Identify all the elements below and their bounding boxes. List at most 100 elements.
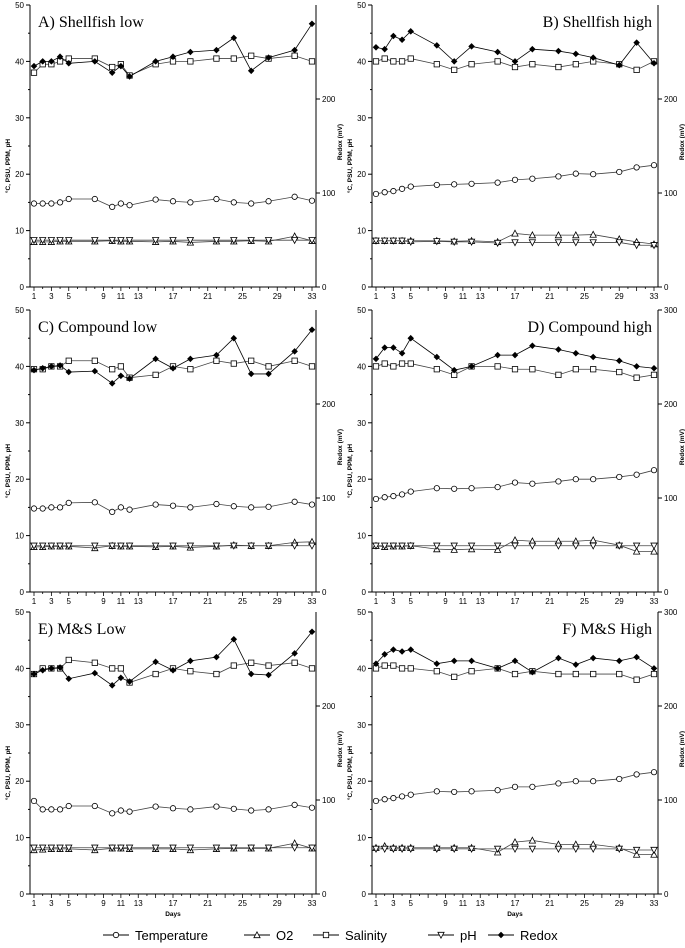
point-ph [151,542,160,550]
point-salinity [213,670,220,678]
point-redox [589,353,597,361]
point-ph [589,542,597,550]
point-salinity [109,665,116,672]
point-redox [555,47,562,55]
y-right-tick-label: 0 [322,588,327,597]
point-ph [528,845,537,853]
x-tick-label: 17 [169,292,178,301]
x-tick-label: 9 [443,899,448,908]
point-salinity [372,363,380,370]
point-temperature [291,193,298,200]
point-ph [230,237,238,245]
point-ph [511,542,519,550]
point-temperature [308,197,316,204]
point-ph [589,845,597,853]
y-left-tick-label: 20 [357,777,366,786]
point-ph [30,844,38,852]
point-redox [30,366,38,374]
point-o2 [650,547,658,555]
point-temperature [650,467,658,474]
point-o2 [528,231,537,239]
y-left-tick-label: 0 [20,890,25,899]
point-temperature [39,806,46,813]
point-redox [433,660,441,667]
point-redox [511,58,519,65]
x-tick-label: 3 [391,597,396,606]
point-ph [186,844,195,852]
point-temperature [187,199,194,206]
point-temperature [590,476,597,483]
point-salinity [511,670,519,678]
point-temperature [109,810,116,817]
point-ph [406,542,415,550]
y-right-tick-label: 100 [664,189,678,198]
y-right-axis-label: Redox (mV) [679,124,685,160]
x-tick-label: 11 [459,292,468,301]
y-left-axis-label: °C, PSU, PPM, pH [4,746,12,801]
point-temperature [265,806,272,813]
x-tick-label: 11 [459,899,468,908]
point-ph [433,845,441,853]
point-temperature [372,797,380,805]
x-tick-label: 9 [101,899,106,908]
point-salinity [230,662,237,669]
point-redox [381,45,388,53]
point-temperature [616,168,623,176]
y-right-axis-label: Redox (mV) [337,731,344,767]
y-right-tick-label: 100 [322,796,336,805]
point-ph [380,845,389,853]
point-salinity [152,670,159,678]
point-ph [117,844,125,852]
point-ph [493,239,502,248]
x-tick-label: 5 [67,292,72,301]
point-salinity [572,670,579,678]
point-temperature [48,504,55,511]
point-redox [152,58,159,65]
point-redox [468,363,475,370]
y-right-tick-label: 200 [322,702,336,711]
y-left-tick-label: 10 [357,227,366,236]
x-tick-label: 25 [580,292,589,301]
y-right-tick-label: 300 [664,306,678,315]
x-tick-label: 21 [545,597,554,606]
point-temperature [511,783,519,790]
point-salinity [265,662,272,669]
point-redox [126,73,133,80]
point-redox [48,363,55,370]
point-redox [615,657,623,665]
point-o2 [528,836,537,844]
point-salinity [468,61,475,68]
x-tick-label: 33 [308,899,317,908]
legend-label-redox: Redox [520,928,558,943]
point-redox [48,665,55,672]
point-ph [290,542,299,550]
point-ph [398,845,406,853]
point-salinity [407,360,414,367]
point-redox [65,60,73,67]
x-tick-label: 9 [101,292,106,301]
x-tick-label: 9 [443,597,448,606]
point-temperature [433,485,440,492]
point-ph [30,237,38,245]
point-ph [650,542,658,550]
point-temperature [169,805,177,812]
point-temperature [398,491,406,498]
point-temperature [590,778,597,785]
point-ph [230,542,238,550]
x-tick-label: 29 [273,899,282,908]
x-tick-label: 13 [476,899,485,908]
point-redox [372,44,380,51]
point-redox [555,654,562,662]
point-temperature [213,195,220,203]
point-ph [406,845,415,853]
point-ph [186,237,195,245]
point-temperature [433,788,440,795]
point-ph [230,844,238,852]
y-left-tick-label: 40 [357,362,366,371]
point-temperature [616,775,623,783]
point-temperature [407,488,414,495]
point-ph [117,542,125,550]
point-temperature [265,503,272,510]
point-ph [47,844,56,852]
point-ph [372,542,380,550]
